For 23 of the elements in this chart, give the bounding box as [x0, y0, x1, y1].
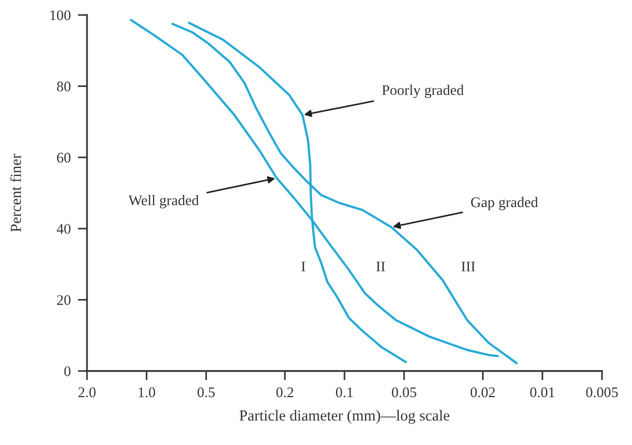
y-tick-label: 60 — [57, 152, 70, 163]
annotation: Well graded — [128, 195, 199, 208]
y-tick-label: 40 — [56, 224, 70, 234]
y-tick-label: 100 — [50, 10, 70, 20]
series-label: III — [462, 262, 476, 272]
y-tick-label: 20 — [57, 295, 70, 306]
y-tick-label: 80 — [57, 82, 70, 92]
x-tick-label: 0.05 — [392, 387, 416, 398]
x-tick-label: 0.2 — [276, 387, 294, 398]
x-axis-title: Particle diameter (mm)—log scale — [240, 410, 450, 424]
x-tick-label: 0.1 — [336, 387, 353, 398]
x-tick-label: 0.005 — [586, 387, 618, 398]
x-tick-label: 0.02 — [470, 387, 495, 398]
x-tick-label: 2.0 — [78, 387, 96, 398]
x-tick-label: 0.01 — [530, 387, 554, 398]
x-tick-label: 0.5 — [198, 387, 215, 398]
y-axis-title: Percent finer — [10, 154, 22, 232]
annotation: Gap graded — [471, 196, 538, 210]
x-tick-label: 1.0 — [138, 387, 156, 398]
y-tick-label: 0 — [64, 366, 70, 376]
annotation: Poorly graded — [382, 84, 464, 98]
series-label: II — [376, 262, 385, 272]
series-label: I — [301, 262, 306, 272]
